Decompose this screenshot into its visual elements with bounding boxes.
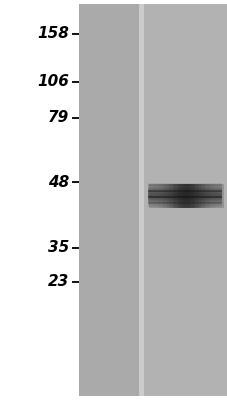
- Bar: [148, 199, 221, 200]
- Bar: [166, 184, 169, 208]
- Bar: [149, 184, 151, 208]
- Bar: [148, 203, 221, 205]
- Bar: [163, 184, 166, 208]
- Bar: [78, 4, 138, 396]
- Bar: [213, 184, 215, 208]
- Text: 79: 79: [48, 110, 69, 126]
- Bar: [183, 184, 186, 208]
- Bar: [220, 184, 223, 208]
- Bar: [154, 184, 156, 208]
- Bar: [198, 184, 201, 208]
- Bar: [186, 184, 188, 208]
- Text: 23: 23: [48, 274, 69, 290]
- Bar: [148, 190, 221, 192]
- Bar: [173, 184, 176, 208]
- Bar: [148, 196, 221, 198]
- Bar: [148, 192, 221, 193]
- Text: 158: 158: [37, 26, 69, 42]
- Bar: [195, 184, 198, 208]
- Bar: [151, 184, 154, 208]
- Bar: [200, 184, 203, 208]
- Text: 35: 35: [48, 240, 69, 256]
- Bar: [203, 184, 206, 208]
- Bar: [178, 184, 181, 208]
- Bar: [205, 184, 208, 208]
- Bar: [148, 186, 221, 188]
- Bar: [168, 184, 171, 208]
- Bar: [148, 183, 221, 185]
- Bar: [208, 184, 210, 208]
- Bar: [148, 202, 221, 204]
- Bar: [176, 184, 178, 208]
- Bar: [148, 198, 221, 199]
- Bar: [215, 184, 218, 208]
- Text: 106: 106: [37, 74, 69, 90]
- Bar: [156, 184, 159, 208]
- Bar: [148, 184, 221, 186]
- Bar: [148, 201, 221, 202]
- Bar: [148, 205, 221, 206]
- Bar: [181, 184, 183, 208]
- Bar: [193, 184, 196, 208]
- Bar: [161, 184, 164, 208]
- Bar: [148, 200, 221, 202]
- Bar: [148, 195, 221, 197]
- Bar: [159, 184, 161, 208]
- Bar: [148, 189, 221, 191]
- Bar: [148, 186, 221, 187]
- Bar: [143, 4, 227, 396]
- Bar: [148, 193, 221, 194]
- Bar: [191, 184, 193, 208]
- Bar: [210, 184, 213, 208]
- Bar: [171, 184, 174, 208]
- Bar: [148, 188, 221, 190]
- Text: 48: 48: [48, 174, 69, 190]
- Bar: [218, 184, 220, 208]
- Bar: [148, 206, 221, 207]
- Bar: [188, 184, 191, 208]
- Bar: [138, 4, 143, 396]
- Bar: [148, 194, 221, 196]
